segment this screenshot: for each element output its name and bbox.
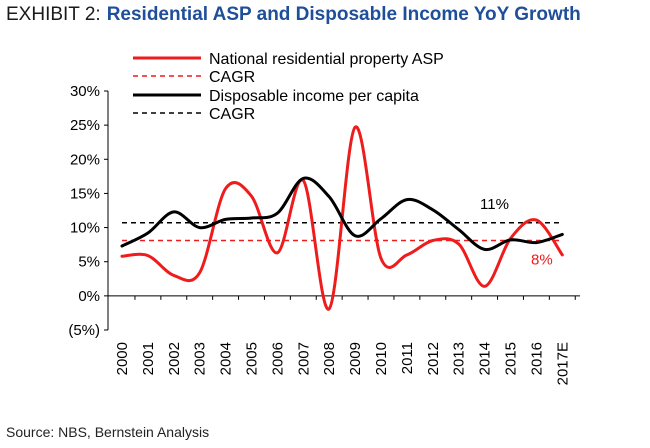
x-tick-label: 2009 bbox=[347, 342, 364, 375]
x-tick-label: 2016 bbox=[528, 342, 545, 375]
x-tick-label: 2017E bbox=[554, 342, 571, 385]
x-tick-label: 2012 bbox=[425, 342, 442, 375]
income-series-line bbox=[120, 176, 564, 252]
x-tick-label: 2006 bbox=[269, 342, 286, 375]
x-tick-label: 2007 bbox=[295, 342, 312, 375]
exhibit-header: EXHIBIT 2: Residential ASP and Disposable… bbox=[6, 4, 581, 26]
x-tick-label: 2014 bbox=[477, 342, 494, 375]
legend-label: CAGR bbox=[209, 69, 255, 86]
y-tick-label: (5%) bbox=[68, 322, 100, 339]
asp-series-line bbox=[120, 125, 564, 311]
y-tick-label: 20% bbox=[70, 151, 100, 168]
x-tick-label: 2010 bbox=[373, 342, 390, 375]
x-tick-label: 2008 bbox=[321, 342, 338, 375]
exhibit-label: EXHIBIT 2: bbox=[6, 4, 101, 25]
y-tick-label: 10% bbox=[70, 220, 100, 237]
annotation-income-cagr: 11% bbox=[480, 196, 509, 213]
x-tick-label: 2005 bbox=[244, 342, 261, 375]
x-tick-label: 2000 bbox=[114, 342, 131, 375]
annotation-asp-cagr: 8% bbox=[531, 252, 553, 269]
x-tick-label: 2004 bbox=[218, 342, 235, 375]
legend-label: CAGR bbox=[209, 106, 255, 123]
x-tick-label: 2001 bbox=[140, 342, 157, 375]
x-tick-label: 2011 bbox=[399, 342, 416, 374]
y-tick-label: 15% bbox=[70, 185, 100, 202]
y-tick-label: 30% bbox=[70, 83, 100, 100]
y-tick-label: 25% bbox=[70, 117, 100, 134]
x-tick-label: 2013 bbox=[451, 342, 468, 375]
x-tick-label: 2015 bbox=[503, 342, 520, 375]
legend-label: National residential property ASP bbox=[209, 51, 444, 68]
source-note: Source: NBS, Bernstein Analysis bbox=[6, 424, 210, 440]
x-tick-label: 2002 bbox=[166, 342, 183, 375]
y-tick-label: 0% bbox=[78, 288, 100, 305]
chart-title: Residential ASP and Disposable Income Yo… bbox=[106, 4, 581, 25]
y-tick-label: 5% bbox=[78, 254, 100, 271]
x-tick-label: 2003 bbox=[192, 342, 209, 375]
legend-label: Disposable income per capita bbox=[209, 88, 419, 105]
